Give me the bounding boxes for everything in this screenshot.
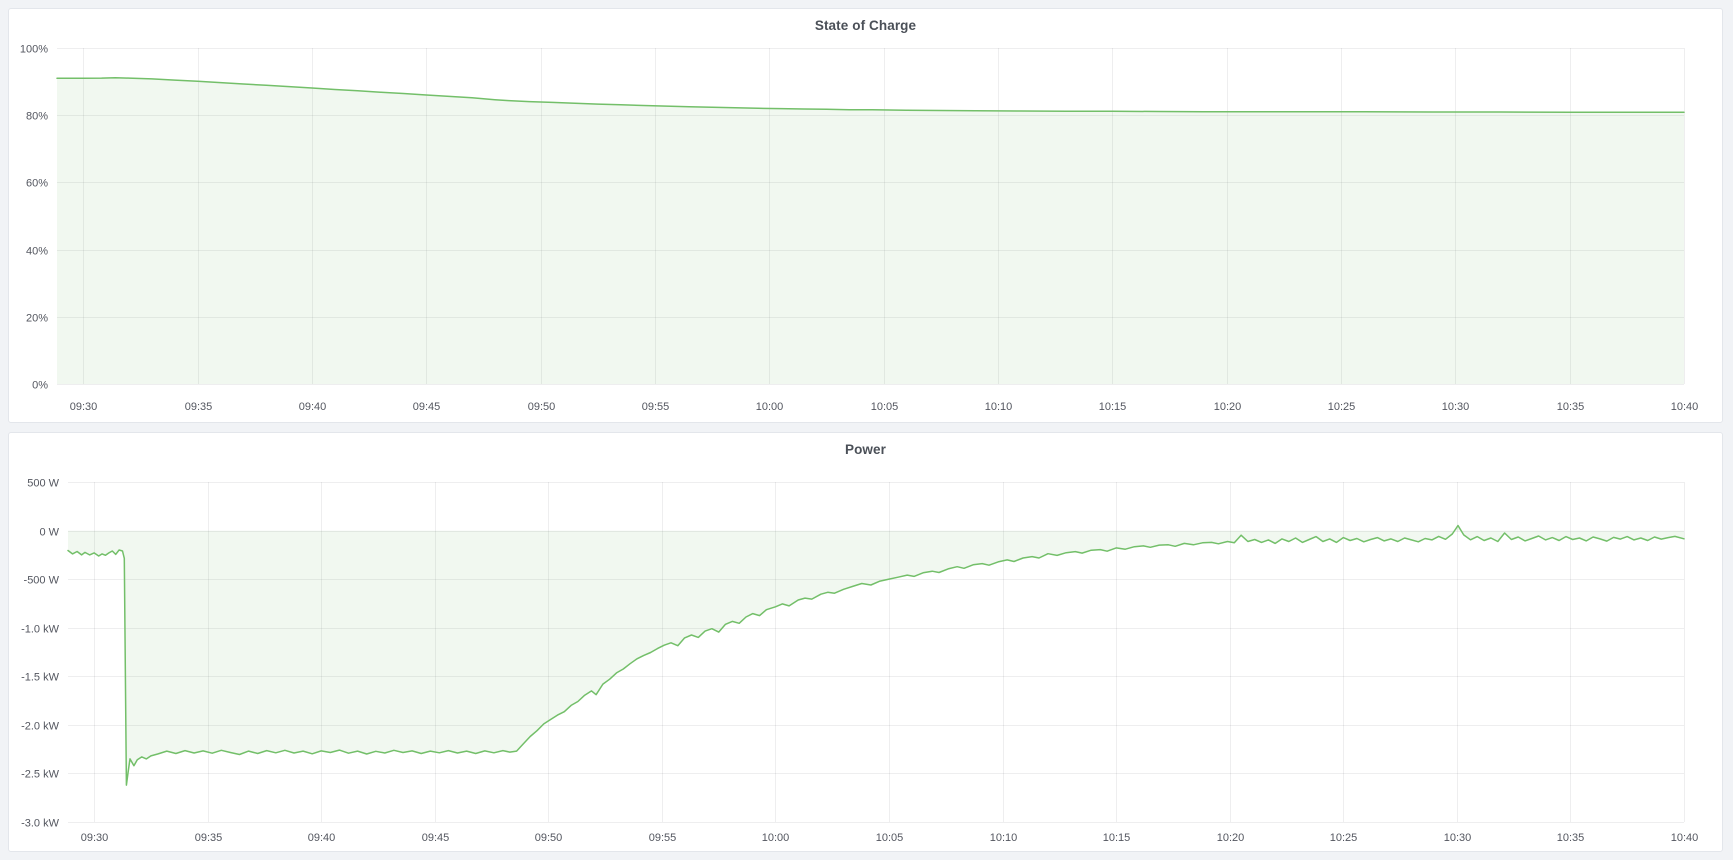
- x-axis-tick-label: 10:40: [1671, 401, 1699, 413]
- x-axis-tick-label: 09:40: [308, 832, 336, 844]
- y-axis-tick-label: 0 W: [39, 527, 59, 539]
- y-axis-tick-label: 0%: [32, 380, 48, 392]
- x-axis-tick-label: 09:30: [81, 832, 109, 844]
- y-axis-tick-label: -2.5 kW: [21, 769, 60, 781]
- y-axis-tick-label: -1.5 kW: [21, 672, 60, 684]
- chart-canvas[interactable]: 100% 80% 60% 40% 20% 0% 09:30 09:35 09:40 09:45 09…: [9, 9, 1722, 422]
- x-axis-tick-label: 10:15: [1103, 832, 1131, 844]
- x-axis-tick-label: 10:10: [985, 401, 1013, 413]
- x-axis-tick-label: 09:35: [185, 401, 213, 413]
- x-axis-tick-label: 09:40: [299, 401, 327, 413]
- x-axis-tick-label: 10:25: [1328, 401, 1356, 413]
- x-axis-tick-label: 10:00: [762, 832, 790, 844]
- series-area-fill: [68, 525, 1684, 786]
- y-axis-tick-label: -1.0 kW: [21, 624, 60, 636]
- x-axis-tick-label: 10:20: [1217, 832, 1245, 844]
- y-axis-tick-label: 20%: [26, 313, 48, 325]
- y-axis-tick-label: 100%: [20, 44, 48, 56]
- x-axis-tick-label: 10:25: [1330, 832, 1358, 844]
- x-axis-tick-label: 10:10: [990, 832, 1018, 844]
- x-axis-tick-label: 10:20: [1214, 401, 1242, 413]
- x-axis-tick-label: 09:55: [649, 832, 677, 844]
- y-axis-tick-label: -2.0 kW: [21, 721, 60, 733]
- y-axis-tick-label: 500 W: [27, 478, 59, 490]
- y-axis-tick-label: 40%: [26, 246, 48, 258]
- x-axis-tick-label: 10:15: [1099, 401, 1127, 413]
- panel-power: Power 500 W 0 W -500 W -1.0 kW -1.5 kW -2.0 k…: [8, 432, 1723, 852]
- series-line: [56, 76, 1685, 113]
- x-axis-tick-label: 09:45: [413, 401, 441, 413]
- x-axis-tick-label: 10:05: [871, 401, 899, 413]
- panel-state-of-charge: State of Charge 100% 80% 60% 40% 20% 0% 09:30 0…: [8, 8, 1723, 423]
- y-axis-tick-label: -3.0 kW: [21, 818, 60, 830]
- x-axis-tick-label: 09:35: [195, 832, 223, 844]
- x-axis-tick-label: 10:40: [1671, 832, 1699, 844]
- x-axis-tick-label: 10:35: [1557, 401, 1585, 413]
- series-area-fill: [57, 77, 1684, 384]
- x-axis-tick-label: 09:50: [528, 401, 556, 413]
- x-axis-tick-label: 10:00: [756, 401, 784, 413]
- series-line: [67, 524, 1685, 786]
- x-axis-tick-label: 09:55: [642, 401, 670, 413]
- x-axis-tick-label: 10:35: [1557, 832, 1585, 844]
- x-axis-tick-label: 10:05: [876, 832, 904, 844]
- x-axis-tick-label: 09:30: [70, 401, 98, 413]
- x-axis-tick-label: 10:30: [1444, 832, 1472, 844]
- y-axis-tick-label: 80%: [26, 111, 48, 123]
- x-axis-tick-label: 09:45: [422, 832, 450, 844]
- y-axis-tick-label: 60%: [26, 178, 48, 190]
- panel-title-power: Power: [844, 442, 886, 457]
- y-axis-tick-label: -500 W: [24, 575, 60, 587]
- power-chart[interactable]: 500 W 0 W -500 W -1.0 kW -1.5 kW -2.0 kW -2.5 …: [9, 433, 1722, 851]
- chart-canvas[interactable]: 500 W 0 W -500 W -1.0 kW -1.5 kW -2.0 kW -2.5 …: [9, 433, 1722, 851]
- x-axis-tick-label: 09:50: [535, 832, 563, 844]
- x-axis-tick-label: 10:30: [1442, 401, 1470, 413]
- panel-title-state-of-charge: State of Charge: [814, 18, 917, 33]
- state-of-charge-chart[interactable]: 100% 80% 60% 40% 20% 0% 09:30 09:35 09:40 09:45 09…: [9, 9, 1722, 422]
